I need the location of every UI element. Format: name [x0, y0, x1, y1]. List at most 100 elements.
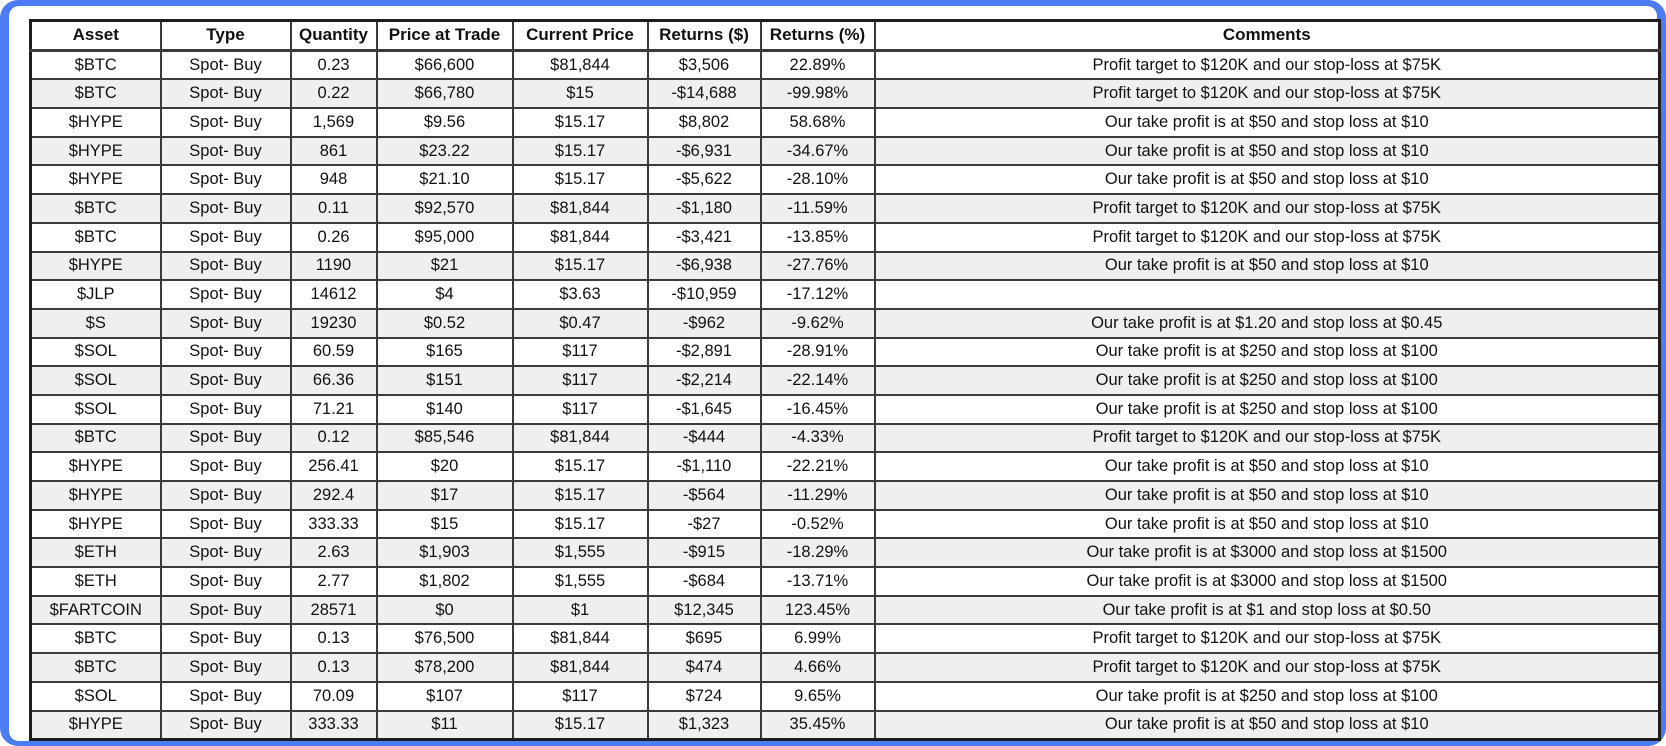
cell-price_at_trade[interactable]: $92,570	[375, 193, 514, 224]
cell-asset[interactable]: $FARTCOIN	[29, 594, 162, 626]
cell-type[interactable]: Spot- Buy	[159, 508, 292, 540]
column-header-returns_pct[interactable]: Returns (%)	[759, 19, 876, 52]
cell-returns_usd[interactable]: -$564	[646, 480, 762, 511]
cell-asset[interactable]: $BTC	[29, 221, 162, 253]
cell-quantity[interactable]: 0.26	[289, 221, 378, 253]
cell-current_price[interactable]: $15.17	[511, 164, 649, 196]
cell-returns_pct[interactable]: -0.52%	[759, 508, 876, 540]
cell-type[interactable]: Spot- Buy	[159, 393, 292, 425]
cell-returns_pct[interactable]: -11.59%	[759, 193, 876, 224]
cell-type[interactable]: Spot- Buy	[159, 49, 292, 81]
column-header-type[interactable]: Type	[159, 19, 292, 52]
cell-returns_pct[interactable]: -34.67%	[759, 135, 876, 167]
cell-asset[interactable]: $ETH	[29, 537, 162, 569]
cell-current_price[interactable]: $117	[511, 365, 649, 396]
cell-type[interactable]: Spot- Buy	[159, 709, 292, 741]
cell-current_price[interactable]: $81,844	[511, 623, 649, 655]
cell-price_at_trade[interactable]: $20	[375, 451, 514, 482]
cell-quantity[interactable]: 0.23	[289, 49, 378, 81]
cell-quantity[interactable]: 66.36	[289, 365, 378, 396]
cell-asset[interactable]: $HYPE	[29, 480, 162, 511]
cell-current_price[interactable]: $81,844	[511, 49, 649, 81]
cell-current_price[interactable]: $15	[511, 78, 649, 110]
cell-quantity[interactable]: 292.4	[289, 480, 378, 511]
cell-returns_pct[interactable]: -11.29%	[759, 480, 876, 511]
cell-type[interactable]: Spot- Buy	[159, 250, 292, 282]
cell-current_price[interactable]: $15.17	[511, 451, 649, 482]
cell-returns_pct[interactable]: -17.12%	[759, 279, 876, 310]
cell-current_price[interactable]: $117	[511, 393, 649, 425]
cell-price_at_trade[interactable]: $0	[375, 594, 514, 626]
cell-returns_usd[interactable]: -$1,645	[646, 393, 762, 425]
cell-returns_pct[interactable]: -22.14%	[759, 365, 876, 396]
cell-returns_pct[interactable]: 123.45%	[759, 594, 876, 626]
cell-type[interactable]: Spot- Buy	[159, 193, 292, 224]
cell-returns_usd[interactable]: $1,323	[646, 709, 762, 741]
cell-asset[interactable]: $JLP	[29, 279, 162, 310]
cell-returns_usd[interactable]: -$5,622	[646, 164, 762, 196]
cell-returns_pct[interactable]: 22.89%	[759, 49, 876, 81]
cell-price_at_trade[interactable]: $76,500	[375, 623, 514, 655]
cell-price_at_trade[interactable]: $17	[375, 480, 514, 511]
cell-returns_usd[interactable]: -$3,421	[646, 221, 762, 253]
cell-returns_usd[interactable]: $8,802	[646, 107, 762, 138]
cell-price_at_trade[interactable]: $1,802	[375, 566, 514, 597]
cell-type[interactable]: Spot- Buy	[159, 279, 292, 310]
cell-price_at_trade[interactable]: $21.10	[375, 164, 514, 196]
cell-type[interactable]: Spot- Buy	[159, 135, 292, 167]
cell-returns_usd[interactable]: -$1,110	[646, 451, 762, 482]
cell-returns_pct[interactable]: -13.85%	[759, 221, 876, 253]
cell-returns_usd[interactable]: -$27	[646, 508, 762, 540]
cell-returns_pct[interactable]: -13.71%	[759, 566, 876, 597]
cell-price_at_trade[interactable]: $165	[375, 336, 514, 368]
cell-type[interactable]: Spot- Buy	[159, 107, 292, 138]
cell-current_price[interactable]: $117	[511, 680, 649, 712]
cell-current_price[interactable]: $117	[511, 336, 649, 368]
cell-asset[interactable]: $HYPE	[29, 250, 162, 282]
cell-quantity[interactable]: 333.33	[289, 508, 378, 540]
cell-price_at_trade[interactable]: $66,780	[375, 78, 514, 110]
cell-type[interactable]: Spot- Buy	[159, 307, 292, 339]
cell-asset[interactable]: $SOL	[29, 393, 162, 425]
cell-asset[interactable]: $BTC	[29, 422, 162, 454]
cell-comments[interactable]: Our take profit is at $250 and stop loss…	[873, 393, 1661, 425]
cell-price_at_trade[interactable]: $78,200	[375, 652, 514, 683]
cell-returns_usd[interactable]: -$684	[646, 566, 762, 597]
cell-asset[interactable]: $BTC	[29, 193, 162, 224]
cell-current_price[interactable]: $81,844	[511, 652, 649, 683]
cell-quantity[interactable]: 861	[289, 135, 378, 167]
cell-comments[interactable]: Our take profit is at $250 and stop loss…	[873, 336, 1661, 368]
cell-price_at_trade[interactable]: $23.22	[375, 135, 514, 167]
cell-comments[interactable]: Profit target to $120K and our stop-loss…	[873, 623, 1661, 655]
cell-quantity[interactable]: 70.09	[289, 680, 378, 712]
cell-returns_usd[interactable]: -$1,180	[646, 193, 762, 224]
cell-type[interactable]: Spot- Buy	[159, 537, 292, 569]
cell-price_at_trade[interactable]: $9.56	[375, 107, 514, 138]
cell-asset[interactable]: $BTC	[29, 652, 162, 683]
cell-returns_pct[interactable]: 9.65%	[759, 680, 876, 712]
column-header-returns_usd[interactable]: Returns ($)	[646, 19, 762, 52]
cell-asset[interactable]: $SOL	[29, 365, 162, 396]
cell-comments[interactable]: Our take profit is at $1 and stop loss a…	[873, 594, 1661, 626]
cell-asset[interactable]: $HYPE	[29, 451, 162, 482]
cell-type[interactable]: Spot- Buy	[159, 680, 292, 712]
cell-price_at_trade[interactable]: $21	[375, 250, 514, 282]
cell-asset[interactable]: $BTC	[29, 49, 162, 81]
cell-returns_pct[interactable]: -16.45%	[759, 393, 876, 425]
cell-current_price[interactable]: $0.47	[511, 307, 649, 339]
cell-comments[interactable]: Our take profit is at $3000 and stop los…	[873, 537, 1661, 569]
cell-quantity[interactable]: 1190	[289, 250, 378, 282]
cell-price_at_trade[interactable]: $85,546	[375, 422, 514, 454]
cell-returns_pct[interactable]: 58.68%	[759, 107, 876, 138]
cell-comments[interactable]: Our take profit is at $50 and stop loss …	[873, 508, 1661, 540]
cell-returns_usd[interactable]: -$14,688	[646, 78, 762, 110]
cell-type[interactable]: Spot- Buy	[159, 594, 292, 626]
cell-current_price[interactable]: $3.63	[511, 279, 649, 310]
cell-current_price[interactable]: $15.17	[511, 709, 649, 741]
cell-returns_pct[interactable]: 4.66%	[759, 652, 876, 683]
cell-type[interactable]: Spot- Buy	[159, 623, 292, 655]
cell-asset[interactable]: $SOL	[29, 680, 162, 712]
cell-quantity[interactable]: 0.22	[289, 78, 378, 110]
cell-type[interactable]: Spot- Buy	[159, 221, 292, 253]
cell-comments[interactable]: Profit target to $120K and our stop-loss…	[873, 193, 1661, 224]
